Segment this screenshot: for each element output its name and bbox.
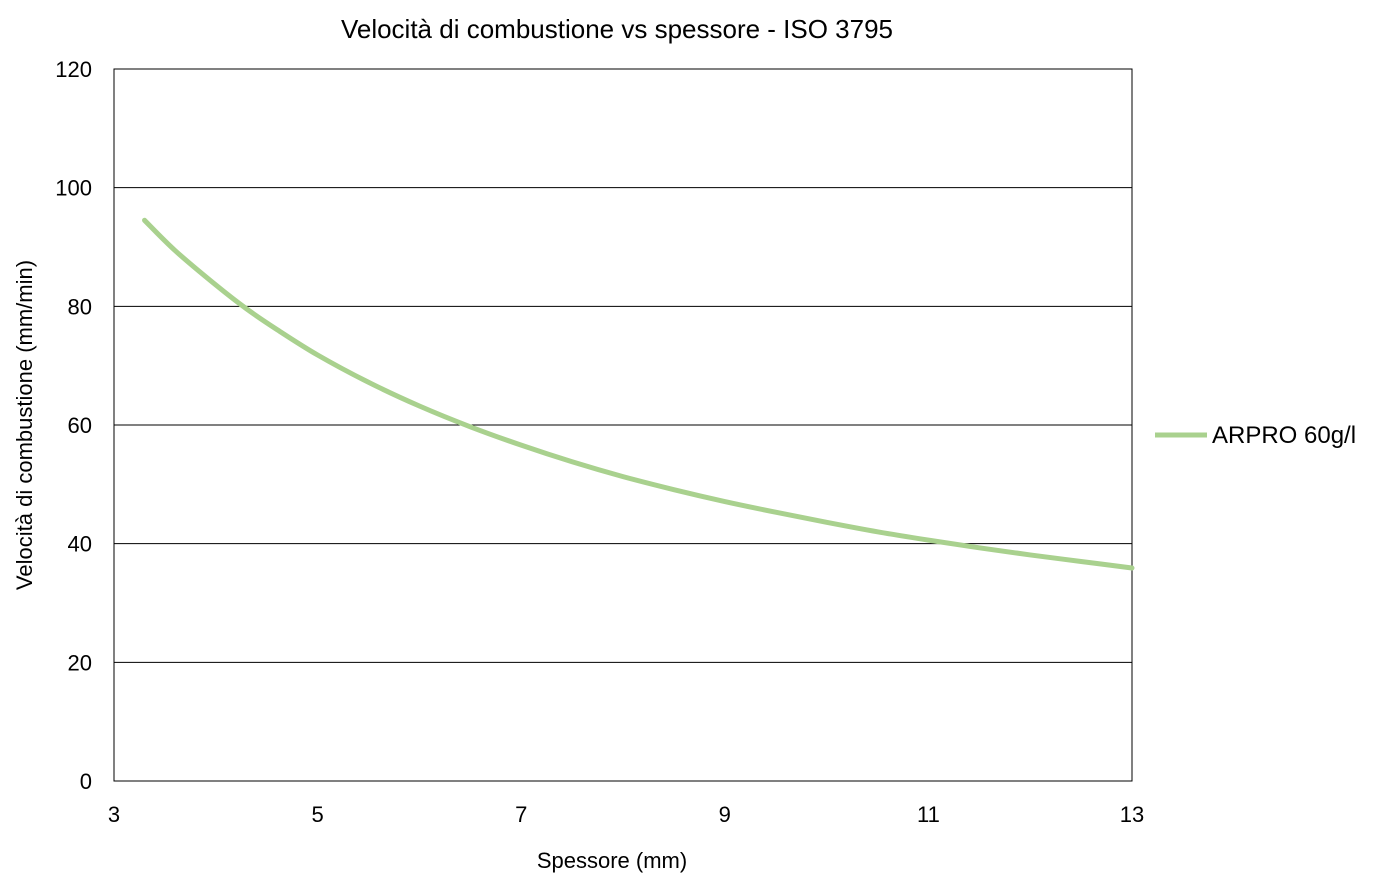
legend: ARPRO 60g/l xyxy=(1155,422,1356,449)
x-tick-label: 3 xyxy=(108,802,120,827)
y-axis-ticks: 0 20 40 60 80 100 120 xyxy=(55,57,92,794)
y-tick-label: 20 xyxy=(68,650,92,675)
y-tick-label: 60 xyxy=(68,413,92,438)
y-axis-label: Velocità di combustione (mm/min) xyxy=(12,260,37,590)
y-tick-label: 40 xyxy=(68,532,92,557)
y-tick-label: 0 xyxy=(80,769,92,794)
x-tick-label: 7 xyxy=(515,802,527,827)
series-layer xyxy=(142,217,1135,571)
chart-title: Velocità di combustione vs spessore - IS… xyxy=(341,14,893,44)
x-tick-label: 5 xyxy=(311,802,323,827)
plot-frame xyxy=(113,68,1133,782)
gridlines xyxy=(114,68,1132,782)
y-tick-label: 120 xyxy=(55,57,92,82)
x-tick-label: 13 xyxy=(1120,802,1144,827)
legend-label: ARPRO 60g/l xyxy=(1212,422,1356,449)
x-tick-label: 11 xyxy=(917,802,940,827)
y-tick-label: 80 xyxy=(68,294,92,319)
x-tick-label: 9 xyxy=(719,802,731,827)
x-axis-label: Spessore (mm) xyxy=(537,848,687,873)
series-line-0 xyxy=(142,217,1135,571)
y-tick-label: 100 xyxy=(55,176,92,201)
x-axis-ticks: 3 5 7 9 11 13 xyxy=(108,802,1144,827)
